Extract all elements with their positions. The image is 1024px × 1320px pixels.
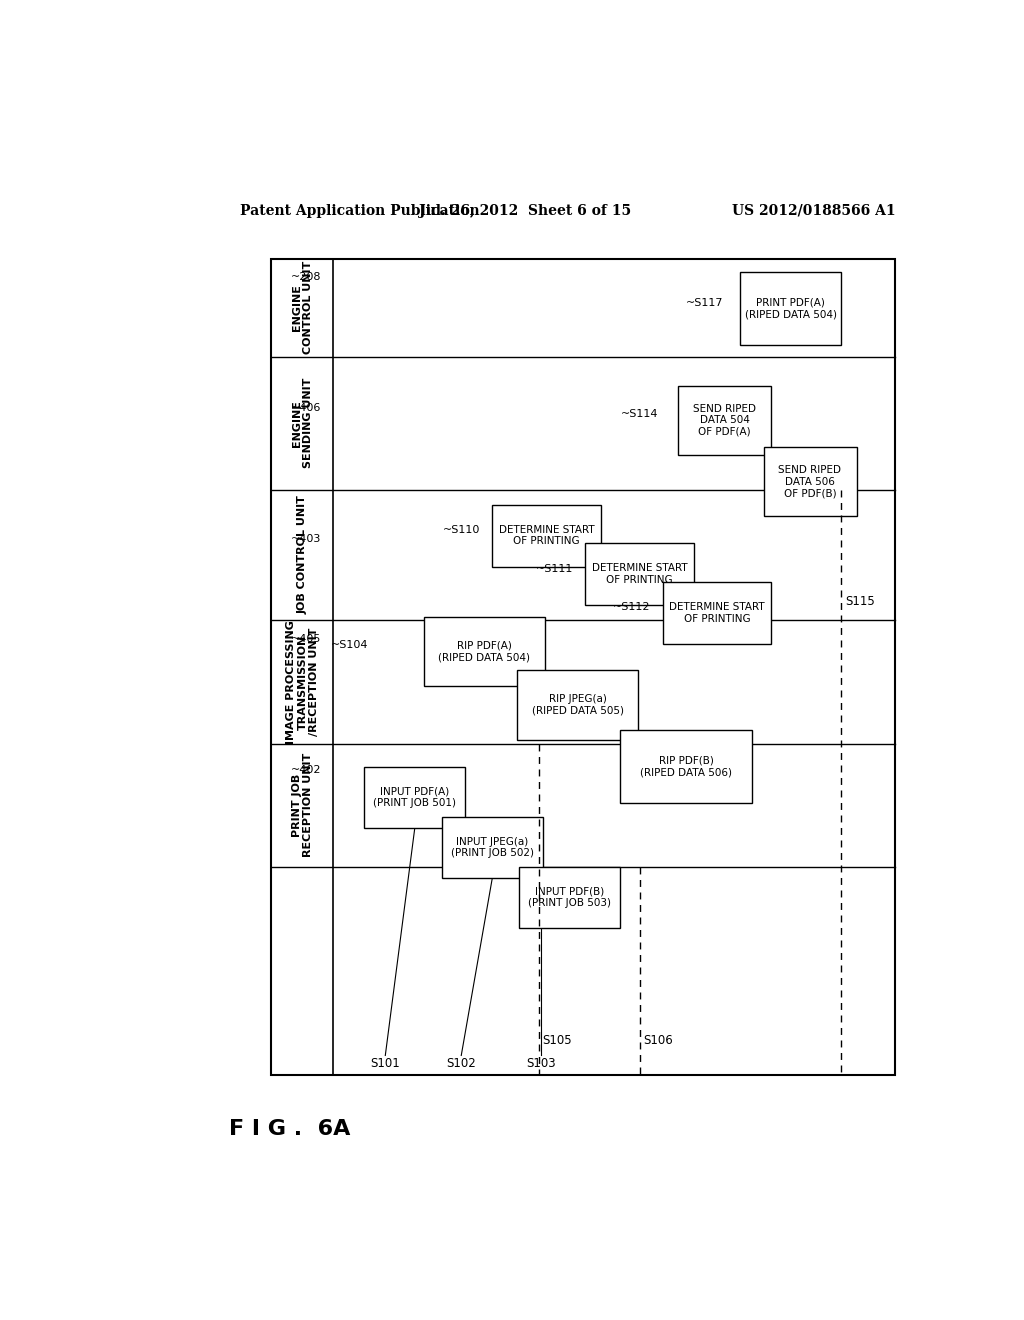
Text: INPUT JPEG(a)
(PRINT JOB 502): INPUT JPEG(a) (PRINT JOB 502) (451, 837, 534, 858)
Text: S105: S105 (543, 1034, 572, 1047)
Text: S101: S101 (371, 1056, 400, 1069)
Text: RIP PDF(A)
(RIPED DATA 504): RIP PDF(A) (RIPED DATA 504) (438, 640, 530, 663)
Text: Patent Application Publication: Patent Application Publication (241, 203, 480, 218)
Text: DETERMINE START
OF PRINTING: DETERMINE START OF PRINTING (670, 602, 765, 623)
Text: S106: S106 (643, 1034, 673, 1047)
Bar (519, 867, 621, 928)
Text: PRINT JOB
RECEPTION UNIT: PRINT JOB RECEPTION UNIT (292, 754, 313, 857)
Text: ~406: ~406 (292, 404, 322, 413)
Text: ENGINE
SENDING UNIT: ENGINE SENDING UNIT (292, 378, 313, 469)
Bar (271, 259, 895, 1074)
Text: RIP PDF(B)
(RIPED DATA 506): RIP PDF(B) (RIPED DATA 506) (640, 756, 732, 777)
Text: F I G .  6A: F I G . 6A (228, 1118, 350, 1139)
Bar (678, 385, 771, 455)
Bar (621, 730, 752, 804)
Text: ENGINE
CONTROL UNIT: ENGINE CONTROL UNIT (292, 261, 313, 354)
Bar (764, 447, 856, 516)
Text: ~S110: ~S110 (442, 525, 480, 536)
Text: ~S111: ~S111 (536, 564, 572, 574)
Text: ~S114: ~S114 (621, 409, 658, 418)
Text: DETERMINE START
OF PRINTING: DETERMINE START OF PRINTING (499, 525, 594, 546)
Text: IMAGE PROCESSING
TRANSMISSION
/RECEPTION UNIT: IMAGE PROCESSING TRANSMISSION /RECEPTION… (286, 620, 318, 744)
Text: ~402: ~402 (291, 766, 322, 775)
Bar (586, 544, 693, 605)
Text: SEND RIPED
DATA 504
OF PDF(A): SEND RIPED DATA 504 OF PDF(A) (693, 404, 757, 437)
Bar (365, 767, 465, 829)
Text: Jul. 26, 2012  Sheet 6 of 15: Jul. 26, 2012 Sheet 6 of 15 (419, 203, 631, 218)
Text: ~S104: ~S104 (331, 640, 369, 649)
Text: S115: S115 (845, 594, 874, 607)
Text: S102: S102 (446, 1056, 476, 1069)
Text: ~S112: ~S112 (612, 602, 650, 612)
Text: RIP JPEG(a)
(RIPED DATA 505): RIP JPEG(a) (RIPED DATA 505) (531, 694, 624, 715)
Text: INPUT PDF(A)
(PRINT JOB 501): INPUT PDF(A) (PRINT JOB 501) (374, 787, 457, 808)
Text: JOB CONTROL UNIT: JOB CONTROL UNIT (297, 495, 307, 614)
Text: ~405: ~405 (292, 635, 322, 644)
Bar (424, 616, 545, 686)
Text: S103: S103 (526, 1056, 556, 1069)
Text: US 2012/0188566 A1: US 2012/0188566 A1 (731, 203, 895, 218)
Text: ~S117: ~S117 (686, 298, 723, 308)
Text: ~208: ~208 (291, 272, 322, 282)
Text: DETERMINE START
OF PRINTING: DETERMINE START OF PRINTING (592, 564, 687, 585)
Bar (493, 506, 601, 566)
Text: INPUT PDF(B)
(PRINT JOB 503): INPUT PDF(B) (PRINT JOB 503) (528, 887, 611, 908)
Text: SEND RIPED
DATA 506
OF PDF(B): SEND RIPED DATA 506 OF PDF(B) (778, 465, 842, 499)
Bar (663, 582, 771, 644)
Bar (517, 671, 638, 739)
Text: ~403: ~403 (292, 535, 322, 544)
Text: PRINT PDF(A)
(RIPED DATA 504): PRINT PDF(A) (RIPED DATA 504) (744, 298, 837, 319)
Bar (442, 817, 543, 878)
Bar (740, 272, 841, 345)
